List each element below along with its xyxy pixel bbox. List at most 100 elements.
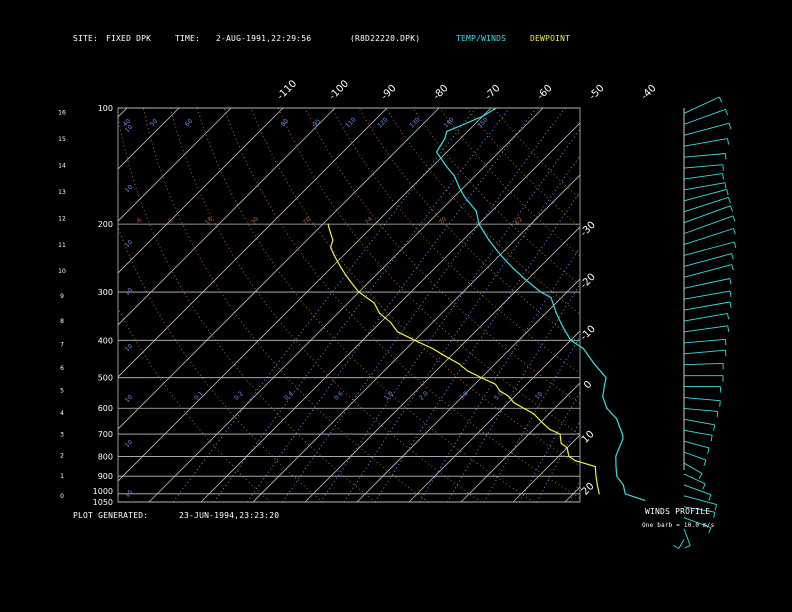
dewpoint-line-point xyxy=(414,339,416,341)
mixing-ratio-label: 10 xyxy=(534,391,544,401)
temperature-line-point xyxy=(540,291,542,293)
dewpoint-line-point xyxy=(480,377,482,379)
dry-adiabat-line xyxy=(304,108,580,405)
pressure-tick-label: 600 xyxy=(98,404,113,413)
upper-grid-label: 120 xyxy=(376,116,389,129)
temperature-line-point xyxy=(478,223,480,225)
temperature-line-point xyxy=(593,363,595,365)
top-temp-tick-label: -50 xyxy=(587,83,606,102)
plot-generated-label: PLOT GENERATED: xyxy=(73,511,149,520)
top-temp-tick-label: -60 xyxy=(535,83,554,102)
dewpoint-line-point xyxy=(328,227,330,229)
height-tick-label: 2 xyxy=(60,452,64,459)
height-tick-label: 1 xyxy=(60,473,64,480)
dewpoint-line-point xyxy=(596,484,599,486)
wind-barb xyxy=(683,138,728,147)
wind-barb xyxy=(683,495,717,506)
left-edge-label: 10 xyxy=(124,439,134,449)
left-edge-label: 10 xyxy=(124,343,134,353)
wind-barb-flag xyxy=(729,291,732,298)
mixing-ratio-line xyxy=(483,335,580,502)
wind-barb-flag xyxy=(708,527,712,534)
temperature-line-point xyxy=(444,163,446,165)
wind-barb xyxy=(683,517,712,528)
isotherm-line xyxy=(118,108,388,378)
dewpoint-line-point xyxy=(349,279,351,282)
dewpoint-line-point xyxy=(373,302,375,304)
wind-barb xyxy=(683,173,723,180)
wind-barb xyxy=(683,506,715,513)
time-value: 2-AUG-1991,22:29:56 xyxy=(216,34,312,43)
wind-barb-flag xyxy=(713,424,716,431)
wind-barb xyxy=(683,182,726,191)
pressure-tick-label: 700 xyxy=(98,430,113,439)
pressure-tick-label: 900 xyxy=(98,472,113,481)
wind-barb xyxy=(683,290,731,300)
right-temp-tick-label: -30 xyxy=(579,220,598,239)
temperature-line-point xyxy=(555,312,557,314)
temperature-line-point xyxy=(482,115,484,117)
mixing-ratio-line xyxy=(246,108,537,502)
wind-barb xyxy=(683,301,731,311)
dewpoint-line-point xyxy=(523,407,525,409)
wind-barb-flag xyxy=(728,123,732,130)
time-label: TIME: xyxy=(175,34,201,43)
pressure-tick-label: 100 xyxy=(98,104,113,113)
adiabat-label: 70 xyxy=(302,216,312,226)
dewpoint-line-point xyxy=(548,428,551,430)
upper-grid-label: 110 xyxy=(344,116,357,129)
height-tick-label: 5 xyxy=(60,388,64,395)
dewpoint-line-point xyxy=(332,239,334,241)
temperature-line-point xyxy=(512,267,514,269)
mixing-ratio-label: 2.0 xyxy=(418,390,430,402)
dry-adiabat-line xyxy=(277,108,580,436)
dry-adiabat-line xyxy=(493,108,580,200)
mixing-ratio-line xyxy=(172,108,477,502)
wind-barb-flag xyxy=(729,278,732,285)
wind-barb xyxy=(683,338,726,344)
pressure-tick-label: 300 xyxy=(98,288,113,297)
dewpoint-line-point xyxy=(574,460,576,462)
temperature-line-point xyxy=(444,138,446,140)
wind-barb-flag xyxy=(722,173,724,180)
wind-barb-flag xyxy=(724,153,727,160)
left-edge-label: 10 xyxy=(124,287,134,297)
wind-barb-flag xyxy=(731,253,734,260)
dewpoint-line-point xyxy=(340,267,342,269)
wind-barb xyxy=(678,539,685,549)
temperature-line-point xyxy=(464,123,466,125)
dewpoint-line-point xyxy=(458,363,460,365)
left-edge-label: 10 xyxy=(124,124,134,134)
wind-barb-flag xyxy=(724,182,727,189)
wind-barb-flag xyxy=(719,400,721,407)
left-edge-label: 10 xyxy=(124,489,134,499)
temperature-line-point xyxy=(570,339,572,341)
isotherm-line xyxy=(118,108,232,222)
isotherm-line xyxy=(118,108,492,482)
mixing-ratio-line xyxy=(343,154,580,502)
wind-barb xyxy=(683,205,731,224)
wind-barb-flag xyxy=(713,512,716,519)
temperature-line-point xyxy=(618,447,620,449)
mixing-ratio-label: 0.1 xyxy=(193,390,205,402)
isotherm-line xyxy=(118,108,440,430)
temperature-line-point xyxy=(475,210,477,212)
top-temp-tick-label: -110 xyxy=(275,78,299,102)
height-tick-label: 14 xyxy=(58,163,66,170)
wind-barb xyxy=(683,349,726,355)
wind-profile-title: WINDS PROFILE xyxy=(645,507,711,516)
mixing-ratio-label: 0.2 xyxy=(233,390,245,402)
temperature-line-point xyxy=(604,383,606,385)
dewpoint-line-point xyxy=(566,447,568,449)
wind-barb-flag xyxy=(718,96,723,103)
adiabat-label: 62 xyxy=(514,216,524,226)
isotherm-line xyxy=(721,108,792,502)
temperature-line-point xyxy=(499,254,501,256)
wind-barb xyxy=(683,253,732,267)
wind-barb xyxy=(683,440,710,449)
right-temp-tick-label: 10 xyxy=(580,429,597,446)
dewpoint-line-point xyxy=(508,396,510,398)
left-edge-label: 10 xyxy=(124,239,134,249)
dewpoint-line-point xyxy=(560,442,562,444)
wind-barb-flag xyxy=(733,228,736,235)
